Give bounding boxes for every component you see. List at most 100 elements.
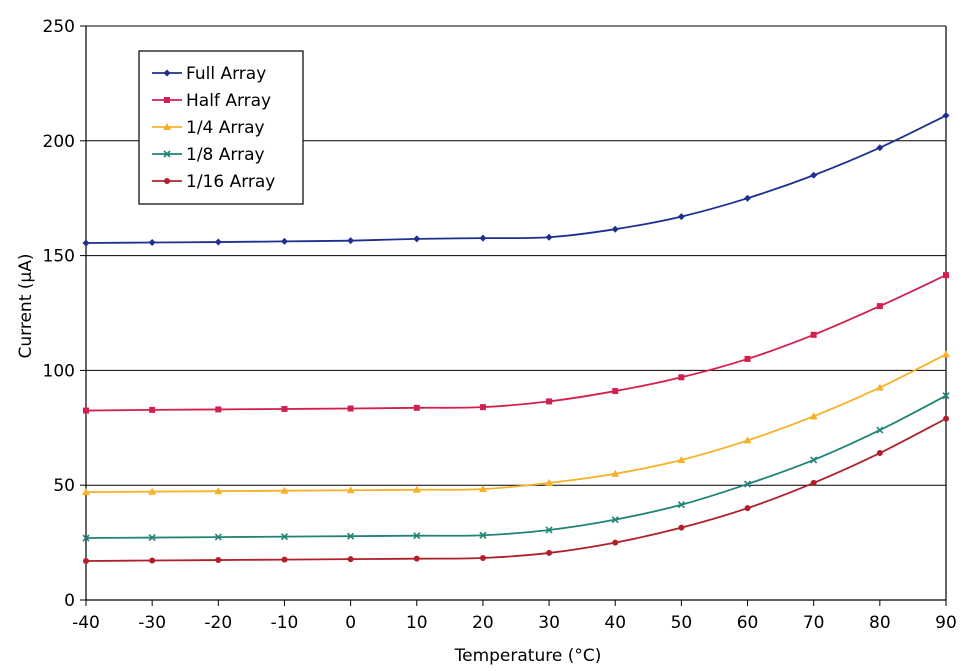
series-full-array: [82, 112, 950, 247]
legend-marker: [163, 150, 171, 158]
data-point: [149, 406, 156, 413]
y-tick-label: 0: [64, 591, 75, 611]
data-point: [82, 534, 90, 542]
data-point: [413, 555, 420, 562]
data-point: [743, 480, 752, 488]
data-point: [876, 144, 884, 152]
legend-marker: [163, 69, 171, 77]
data-point: [82, 488, 90, 496]
data-point: [810, 456, 818, 464]
x-tick-label: -40: [72, 613, 100, 633]
y-tick-label: 250: [43, 17, 75, 37]
data-point: [280, 237, 288, 245]
data-point: [678, 374, 685, 381]
data-point: [744, 194, 752, 202]
data-point: [744, 505, 751, 512]
data-point: [83, 407, 89, 414]
data-point: [810, 171, 818, 179]
x-tick-label: -20: [204, 613, 232, 633]
data-point: [347, 237, 355, 245]
tick-labels: 0 50 100 150 200 250 -40 -30 -20 -10 0 10 20 30 40 50 60…: [43, 17, 957, 633]
y-axis-title: Current (μA): [16, 254, 36, 359]
data-point: [612, 539, 619, 546]
x-axis-title: Temperature (°C): [454, 646, 602, 666]
x-tick-label: 10: [406, 613, 428, 633]
axes: [80, 25, 947, 606]
data-point: [744, 355, 751, 362]
data-point: [875, 383, 884, 391]
x-tick-label: 50: [671, 613, 693, 633]
legend-label: Full Array: [186, 64, 266, 84]
data-point: [148, 487, 157, 495]
data-point: [677, 213, 685, 221]
data-point: [876, 450, 883, 457]
series-line: [85, 394, 947, 539]
data-point: [215, 557, 222, 564]
data-point: [281, 556, 288, 563]
data-point: [479, 234, 487, 242]
data-point: [479, 531, 487, 539]
data-point: [214, 487, 223, 495]
data-point: [280, 533, 289, 541]
data-point: [347, 556, 354, 563]
data-point: [612, 388, 619, 395]
data-point: [546, 398, 553, 405]
series-1-16-array: [83, 415, 949, 564]
legend: Full Array Half Array 1/4 Array 1/8 Array 1/…: [138, 50, 304, 205]
legend-item: Half Array: [152, 91, 271, 111]
data-point: [413, 532, 421, 540]
data-point: [82, 239, 90, 247]
y-tick-label: 150: [43, 247, 75, 267]
x-tick-label: 0: [345, 613, 356, 633]
series-line: [85, 417, 947, 562]
data-point: [545, 233, 553, 241]
legend-item: 1/8 Array: [152, 145, 265, 165]
data-point: [412, 485, 421, 493]
x-tick-label: 80: [869, 613, 891, 633]
series-1-4-array: [82, 350, 950, 496]
data-point: [413, 235, 421, 243]
data-point: [478, 485, 487, 493]
data-point: [611, 469, 620, 477]
x-tick-label: 60: [737, 613, 759, 633]
legend-label: 1/4 Array: [186, 118, 265, 138]
data-point: [148, 533, 156, 542]
x-tick-label: -10: [271, 613, 299, 633]
x-tick-label: 90: [935, 613, 957, 633]
data-point: [743, 436, 752, 444]
data-point: [546, 549, 553, 556]
data-point: [347, 405, 354, 412]
data-point: [281, 405, 288, 412]
data-point: [545, 526, 553, 534]
data-point: [413, 404, 420, 411]
data-point: [810, 331, 817, 338]
data-point: [611, 225, 619, 233]
data-point: [876, 303, 883, 310]
legend-item: 1/16 Array: [152, 172, 275, 192]
data-point: [215, 406, 222, 413]
data-point: [148, 239, 156, 247]
data-point: [83, 557, 89, 564]
x-tick-label: -30: [138, 613, 166, 633]
y-tick-label: 50: [53, 476, 75, 496]
data-point: [942, 112, 950, 120]
x-tick-label: 40: [604, 613, 626, 633]
x-tick-label: 30: [538, 613, 560, 633]
data-point: [611, 516, 619, 524]
legend-marker: [164, 178, 170, 184]
y-tick-label: 100: [43, 361, 75, 381]
series-line: [85, 274, 947, 412]
legend-label: Half Array: [186, 91, 271, 111]
data-point: [876, 426, 884, 434]
series-line: [85, 114, 947, 244]
data-point: [214, 238, 222, 246]
data-point: [943, 272, 949, 279]
legend-item: Full Array: [152, 64, 266, 84]
legend-label: 1/16 Array: [186, 172, 275, 192]
data-point: [479, 404, 486, 411]
series-line: [85, 353, 947, 493]
data-point: [942, 350, 950, 358]
data-point: [942, 392, 950, 400]
